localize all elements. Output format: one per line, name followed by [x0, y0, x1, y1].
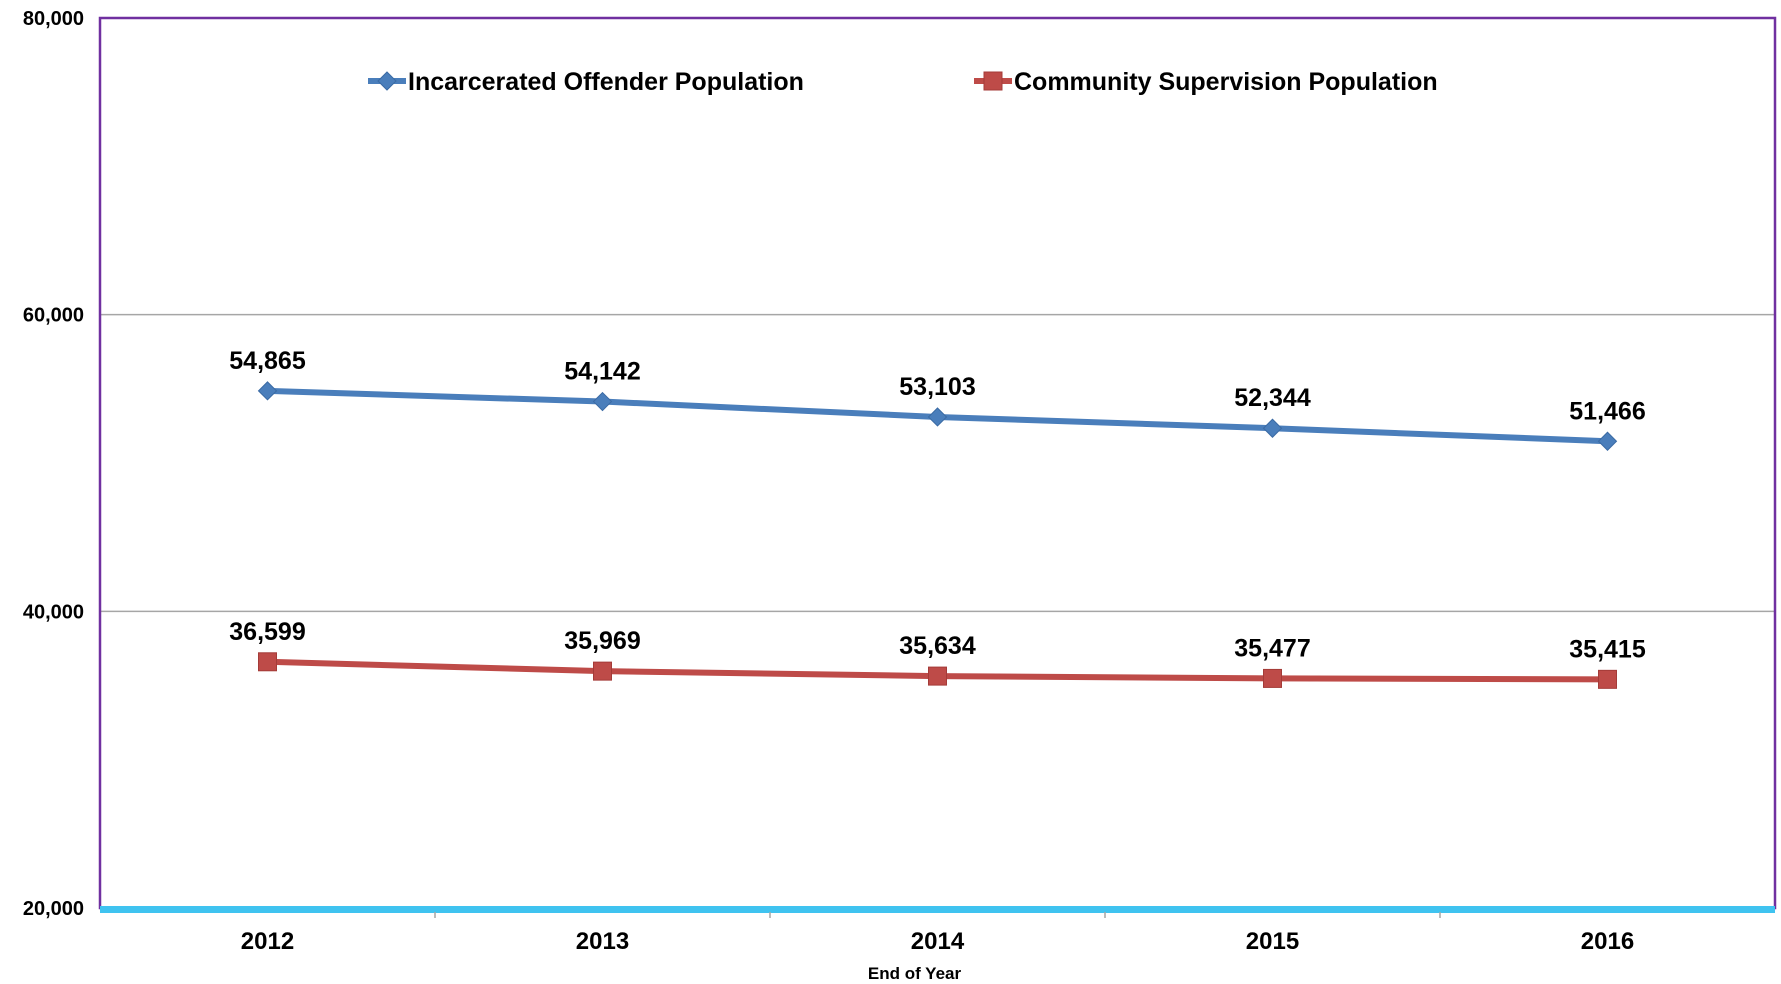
data-point: [257, 381, 278, 401]
data-label: 52,344: [1234, 384, 1311, 412]
y-axis-ticks: 20,000 40,000 60,000 80,000: [23, 8, 84, 920]
data-label: 51,466: [1569, 397, 1645, 425]
x-axis-ticks: 2012 2013 2014 2015 2016: [241, 912, 1634, 955]
data-labels: 54,865 54,142 53,103 52,344 51,466 36,599 35,9…: [229, 347, 1646, 664]
x-tick-label: 2015: [1246, 928, 1299, 955]
legend-item: Incarcerated Offender Population: [368, 68, 804, 96]
data-label: 54,142: [564, 358, 640, 386]
data-point: [1262, 418, 1283, 438]
data-point: [928, 666, 947, 686]
plot-frame: [98, 16, 1777, 910]
data-point: [1597, 431, 1618, 451]
y-tick-label: 20,000: [23, 898, 84, 920]
data-label: 36,599: [229, 618, 305, 646]
data-label: 35,634: [899, 632, 976, 660]
data-point: [258, 652, 277, 672]
legend-label: Community Supervision Population: [1014, 68, 1438, 96]
data-label: 35,969: [564, 627, 640, 655]
x-axis-baseline: [100, 906, 1775, 913]
legend: Incarcerated Offender Population Communit…: [368, 68, 1438, 96]
data-point: [1263, 668, 1282, 688]
data-label: 35,415: [1569, 635, 1646, 663]
y-tick-label: 60,000: [23, 305, 84, 327]
x-tick-label: 2012: [241, 928, 294, 955]
y-tick-label: 40,000: [23, 601, 84, 623]
series-markers: [257, 381, 1618, 689]
legend-marker: [983, 71, 1003, 91]
x-tick-label: 2013: [576, 928, 629, 955]
legend-marker: [377, 71, 397, 91]
data-point: [592, 391, 613, 412]
data-point: [1598, 669, 1617, 689]
x-axis-label: End of Year: [868, 964, 962, 983]
legend-label: Incarcerated Offender Population: [408, 68, 804, 96]
y-tick-label: 80,000: [23, 8, 84, 30]
legend-item: Community Supervision Population: [974, 68, 1438, 96]
x-tick-label: 2014: [911, 928, 965, 955]
data-label: 35,477: [1234, 634, 1310, 662]
data-point: [927, 407, 948, 427]
x-tick-label: 2016: [1581, 928, 1634, 955]
gridlines: [100, 313, 1775, 613]
data-point: [593, 661, 612, 681]
data-label: 54,865: [229, 347, 306, 375]
data-label: 53,103: [899, 373, 975, 401]
